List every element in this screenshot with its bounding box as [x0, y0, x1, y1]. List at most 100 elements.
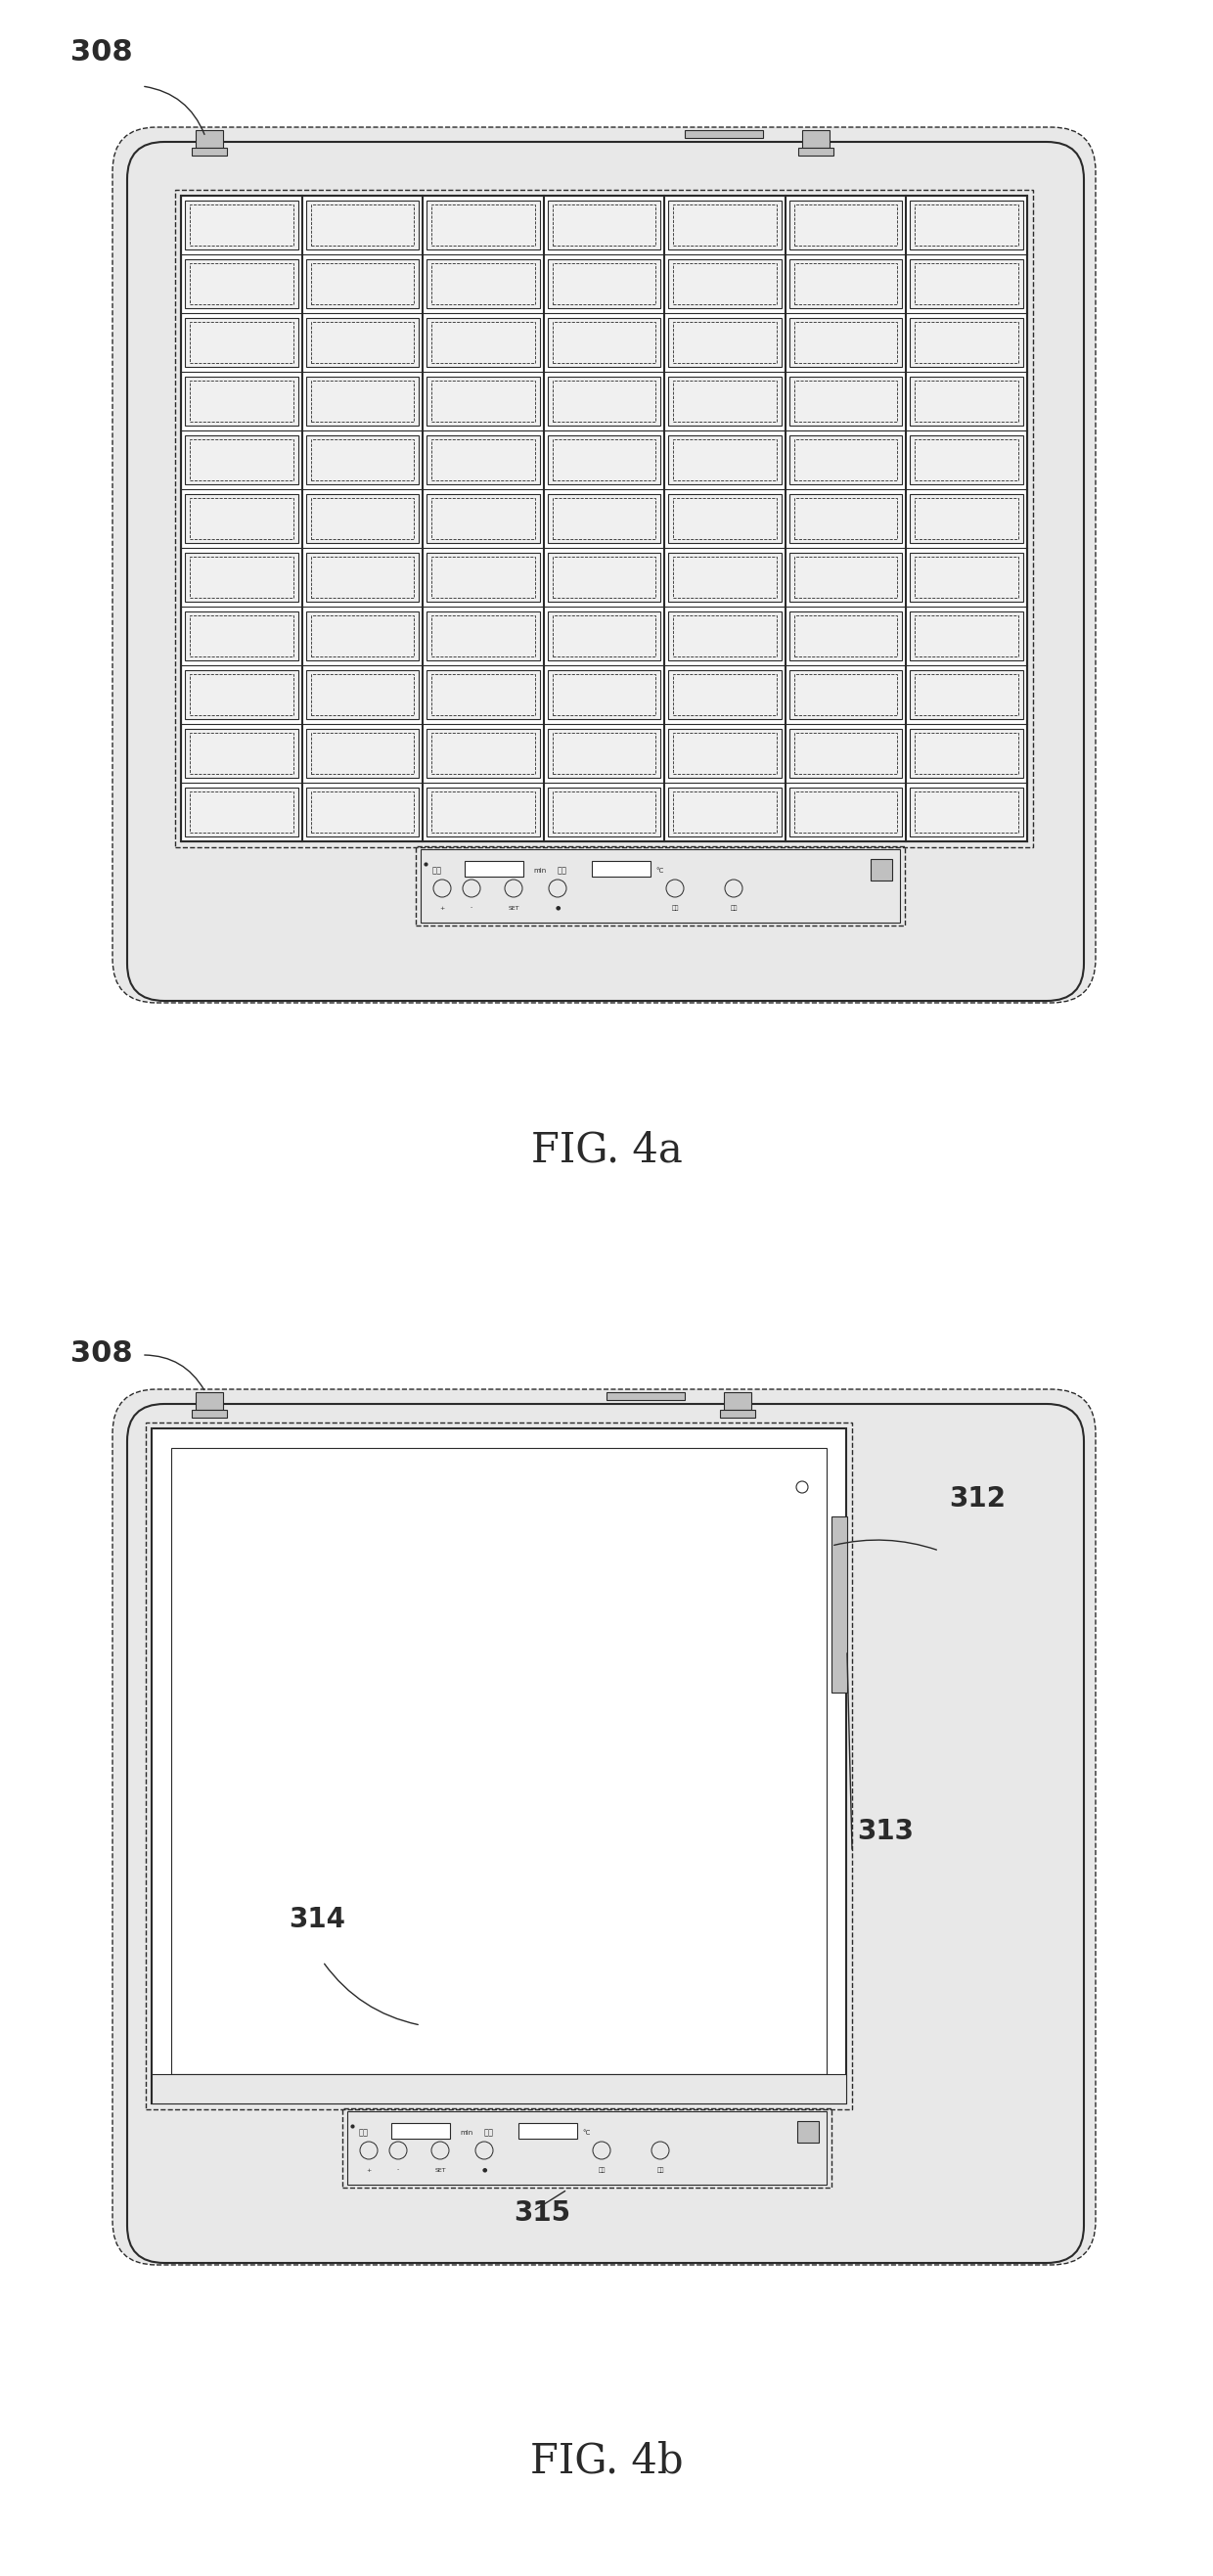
Bar [427, 201, 540, 250]
Bar [189, 322, 294, 363]
Bar [184, 260, 298, 309]
Bar [306, 729, 418, 778]
Bar [427, 611, 540, 659]
Bar [668, 260, 781, 309]
Bar [668, 729, 781, 778]
Bar [189, 263, 294, 304]
Bar [910, 788, 1024, 837]
Bar [915, 263, 1019, 304]
Bar [668, 788, 781, 837]
Bar [306, 260, 418, 309]
Bar [547, 611, 661, 659]
Text: +: + [366, 2166, 371, 2172]
Bar [311, 381, 414, 422]
Text: 湿度: 湿度 [558, 866, 568, 876]
Bar [552, 497, 656, 538]
Bar [152, 1430, 847, 2105]
Text: 录入: 录入 [730, 904, 738, 912]
Bar [306, 670, 418, 719]
Bar [552, 381, 656, 422]
Bar [181, 196, 1027, 842]
Bar [915, 381, 1019, 422]
Text: ●: ● [482, 2166, 486, 2172]
Bar [795, 322, 898, 363]
Text: 313: 313 [856, 1819, 913, 1844]
Bar [347, 2112, 826, 2184]
Bar [184, 201, 298, 250]
Bar [910, 670, 1024, 719]
Text: 312: 312 [949, 1486, 1006, 1512]
Bar [795, 732, 898, 773]
Text: 315: 315 [513, 2200, 570, 2226]
Bar [427, 788, 540, 837]
Bar [790, 554, 902, 603]
Bar [416, 848, 905, 925]
Bar [392, 2123, 450, 2138]
Bar [795, 791, 898, 832]
Bar [184, 670, 298, 719]
Bar [915, 791, 1019, 832]
Bar [306, 317, 418, 366]
Bar [427, 317, 540, 366]
Bar [427, 376, 540, 425]
Bar [189, 556, 294, 598]
Bar [673, 263, 776, 304]
Bar [915, 732, 1019, 773]
Bar [146, 1422, 852, 2110]
Bar [432, 556, 535, 598]
Bar [673, 732, 776, 773]
Bar [311, 791, 414, 832]
Bar [432, 440, 535, 479]
Bar [668, 201, 781, 250]
Bar [184, 495, 298, 544]
Bar [547, 201, 661, 250]
Bar [184, 435, 298, 484]
Bar [184, 317, 298, 366]
Bar [871, 858, 892, 881]
Bar [724, 1391, 751, 1409]
Bar [184, 729, 298, 778]
Bar [195, 1391, 223, 1409]
Bar [552, 675, 656, 716]
Bar [915, 556, 1019, 598]
Bar [192, 147, 227, 155]
Bar [432, 616, 535, 657]
Text: -: - [397, 2166, 399, 2172]
Text: °C: °C [655, 868, 664, 873]
Bar [790, 495, 902, 544]
Bar [673, 675, 776, 716]
Bar [311, 204, 414, 245]
Bar [668, 435, 781, 484]
Text: FIG. 4b: FIG. 4b [530, 2439, 683, 2481]
Bar [552, 263, 656, 304]
Text: min: min [460, 2130, 473, 2136]
Bar [802, 131, 830, 147]
Bar [668, 376, 781, 425]
Bar [915, 440, 1019, 479]
Bar [552, 440, 656, 479]
Text: 报水: 报水 [598, 2166, 605, 2172]
Text: 保温: 保温 [359, 2128, 369, 2138]
Bar [547, 554, 661, 603]
Bar [673, 616, 776, 657]
Bar [795, 381, 898, 422]
Bar [673, 381, 776, 422]
Bar [673, 791, 776, 832]
Bar [910, 435, 1024, 484]
Bar [795, 440, 898, 479]
Bar [673, 322, 776, 363]
Bar [910, 495, 1024, 544]
Bar [306, 495, 418, 544]
Bar [427, 729, 540, 778]
Bar [311, 616, 414, 657]
Bar [798, 147, 833, 155]
Bar [311, 675, 414, 716]
Bar [668, 495, 781, 544]
Bar [432, 381, 535, 422]
Bar [790, 317, 902, 366]
Bar [311, 556, 414, 598]
Bar [673, 497, 776, 538]
Bar [790, 201, 902, 250]
Bar [915, 675, 1019, 716]
Bar [547, 317, 661, 366]
